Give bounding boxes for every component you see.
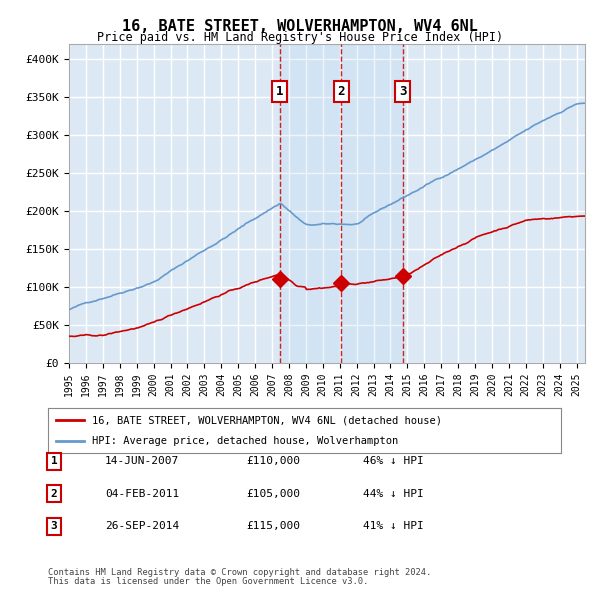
Text: 2: 2: [337, 85, 345, 98]
Text: 3: 3: [399, 85, 407, 98]
Text: £115,000: £115,000: [246, 522, 300, 531]
Text: 41% ↓ HPI: 41% ↓ HPI: [363, 522, 424, 531]
Bar: [280, 44, 403, 363]
Text: 1: 1: [276, 85, 283, 98]
Text: 46% ↓ HPI: 46% ↓ HPI: [363, 457, 424, 466]
Text: 44% ↓ HPI: 44% ↓ HPI: [363, 489, 424, 499]
Text: HPI: Average price, detached house, Wolverhampton: HPI: Average price, detached house, Wolv…: [92, 436, 398, 446]
Text: £105,000: £105,000: [246, 489, 300, 499]
Text: 16, BATE STREET, WOLVERHAMPTON, WV4 6NL: 16, BATE STREET, WOLVERHAMPTON, WV4 6NL: [122, 19, 478, 34]
Text: Contains HM Land Registry data © Crown copyright and database right 2024.: Contains HM Land Registry data © Crown c…: [48, 568, 431, 577]
Text: 2: 2: [50, 489, 58, 499]
Text: 14-JUN-2007: 14-JUN-2007: [105, 457, 179, 466]
Text: £110,000: £110,000: [246, 457, 300, 466]
Text: 3: 3: [50, 522, 58, 531]
Text: 04-FEB-2011: 04-FEB-2011: [105, 489, 179, 499]
Text: 1: 1: [50, 457, 58, 466]
Text: 16, BATE STREET, WOLVERHAMPTON, WV4 6NL (detached house): 16, BATE STREET, WOLVERHAMPTON, WV4 6NL …: [92, 415, 442, 425]
Text: 26-SEP-2014: 26-SEP-2014: [105, 522, 179, 531]
Text: Price paid vs. HM Land Registry's House Price Index (HPI): Price paid vs. HM Land Registry's House …: [97, 31, 503, 44]
Text: This data is licensed under the Open Government Licence v3.0.: This data is licensed under the Open Gov…: [48, 578, 368, 586]
